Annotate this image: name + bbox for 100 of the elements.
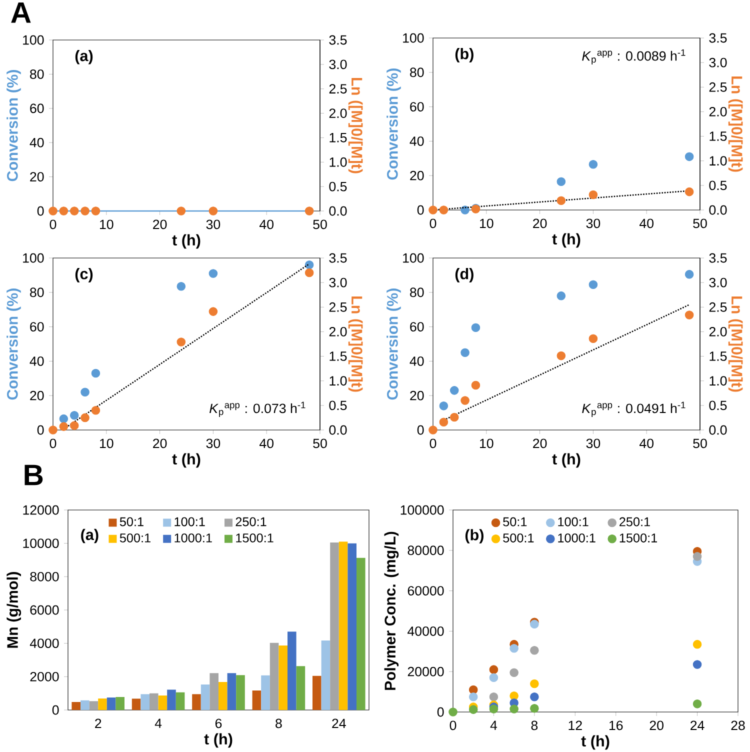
bar [150,693,158,710]
bar [200,684,210,710]
y-tick-label: 0 [417,425,424,435]
point [70,410,79,420]
x-axis-title: t (h) [172,234,200,249]
point [450,412,459,422]
bar [98,698,107,710]
x-tick-label: 24 [332,718,346,728]
x-tick-label: 20 [153,220,167,230]
point [692,552,702,561]
text: B [24,464,43,486]
x-tick-label: 10 [480,218,494,228]
point [588,280,598,290]
x-tick-label: 0 [430,438,436,448]
point [208,269,218,278]
point [59,422,68,431]
x-tick-label: 10 [100,220,114,230]
bar [210,673,218,710]
point [439,418,448,427]
point [471,323,480,332]
y-tick-label: 60 [410,102,424,112]
y2-tick-label: 2.0 [709,106,727,116]
y-tick-label: 0 [37,425,44,435]
y-tick-label: 60 [410,322,424,332]
point [59,414,68,424]
point [556,351,566,360]
x-tick-label: 40 [640,438,654,448]
y2-tick-label: 1.5 [710,352,727,361]
point [304,260,314,270]
bar [176,692,185,710]
point [489,692,498,702]
annotation: K$_{p}$$^{app}$ : 0.073 h$^{-1}$ [210,402,306,417]
x-tick-label: 30 [586,218,600,228]
annotation: (d) [455,268,474,282]
x-tick-label: 50 [313,220,327,230]
bar [167,690,176,710]
annotation: (b) [465,529,484,544]
bar [227,673,236,710]
y-tick-label: 40 [30,356,44,366]
legend-label: 1500:1 [236,533,274,542]
y2-tick-label: 2.5 [329,84,347,94]
y-tick-label: 80 [410,288,424,298]
y-tick-label: 60000 [408,586,444,596]
point [428,206,438,214]
point [510,668,518,678]
y-axis-title: Mn (g/mol) [6,572,22,648]
y2-axis-title: Ln ([M]0/[M]t) [348,78,363,174]
text: A [11,2,31,23]
y-tick-label: 12000 [23,505,59,515]
legend-label: 1500:1 [620,533,658,542]
point [556,177,566,186]
point [460,206,470,214]
x-tick-label: 8 [531,720,538,730]
y-tick-label: 100 [403,33,424,43]
y-tick-label: 0 [437,707,444,717]
y2-tick-label: 0.5 [709,400,727,410]
bar [106,698,116,710]
point [460,348,470,357]
y-tick-label: 2000 [30,672,59,682]
bar [89,701,98,710]
y-tick-label: 8000 [30,572,59,582]
y-axis-title: Conversion (%) [386,288,401,400]
y-tick-label: 80 [410,68,424,78]
x-tick-label: 10 [100,438,114,448]
annotation: (c) [75,268,93,282]
point [471,380,480,390]
x-axis-title: t (h) [552,233,580,248]
y2-tick-label: 1.0 [330,376,347,386]
x-axis-title: t (h) [204,733,232,748]
x-tick-label: 50 [693,438,707,448]
y-tick-label: 0 [52,705,59,715]
y2-tick-label: 3.0 [709,58,727,68]
bar [330,542,339,710]
x-axis-title: t (h) [552,453,580,468]
bar [218,682,228,710]
y-tick-label: 100 [23,35,44,45]
x-tick-label: 30 [586,438,600,448]
point [439,206,448,214]
y-tick-label: 20 [410,170,424,180]
y-tick-label: 100000 [400,505,444,515]
x-tick-label: 0 [450,720,456,730]
y-tick-label: 80 [30,288,44,298]
x-tick-label: 40 [260,438,274,448]
x-tick-label: 0 [430,218,436,228]
x-axis-title: t (h) [581,735,610,750]
y-tick-label: 10000 [23,538,59,548]
point [208,307,218,316]
y-tick-label: 6000 [30,605,59,615]
x-tick-label: 50 [693,218,707,228]
bar [338,542,348,710]
y-tick-label: 60 [30,322,44,332]
legend-label: 100:1 [174,517,205,526]
legend-label: 500:1 [120,533,150,542]
point [510,644,518,653]
point [530,679,539,688]
x-tick-label: 20 [650,720,664,730]
y2-tick-label: 2.5 [329,302,347,312]
y2-axis-title: Ln ([M]0/[M]t) [728,76,743,172]
y2-tick-label: 0.0 [329,206,347,216]
y2-tick-label: 2.0 [329,108,347,118]
